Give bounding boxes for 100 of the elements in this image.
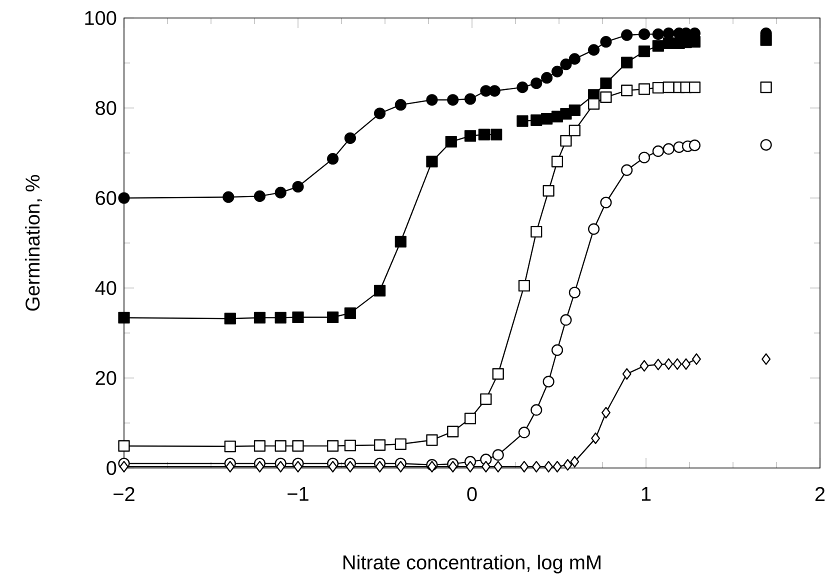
point: [541, 72, 553, 84]
point: [652, 82, 664, 94]
point: [563, 459, 572, 471]
point: [327, 440, 339, 452]
point: [292, 440, 304, 452]
point: [276, 460, 286, 472]
point: [760, 81, 772, 94]
x-tick-label: 0: [467, 487, 477, 502]
point: [600, 91, 612, 103]
point: [464, 93, 476, 105]
y-tick-label: 20: [96, 370, 116, 386]
point: [688, 140, 701, 152]
point: [530, 114, 542, 126]
point: [568, 104, 580, 116]
point: [640, 360, 649, 372]
point: [638, 28, 650, 40]
point: [481, 460, 490, 472]
point: [374, 439, 386, 451]
point: [621, 164, 633, 176]
point: [374, 108, 386, 120]
point: [588, 44, 600, 56]
point: [255, 460, 264, 472]
point: [118, 192, 130, 204]
point: [654, 358, 663, 370]
point: [552, 460, 562, 472]
point: [464, 412, 476, 424]
point: [588, 98, 600, 110]
point: [346, 460, 355, 472]
y-tick-label: 100: [85, 10, 116, 26]
point: [542, 184, 554, 197]
point: [344, 132, 356, 144]
point: [328, 460, 338, 472]
point: [254, 312, 266, 324]
point: [541, 112, 553, 125]
point: [494, 460, 503, 472]
point: [568, 124, 580, 136]
point: [682, 358, 691, 370]
x-tick-label: 1: [642, 487, 651, 501]
point: [591, 432, 600, 444]
point: [542, 376, 554, 388]
point: [760, 34, 772, 46]
point: [652, 40, 664, 52]
point: [294, 460, 302, 472]
point: [652, 145, 664, 157]
point: [652, 28, 664, 40]
point: [551, 156, 564, 168]
point: [274, 186, 286, 198]
point: [490, 128, 502, 140]
y-tick-label: 0: [106, 460, 116, 476]
point: [274, 312, 286, 324]
point: [375, 460, 384, 472]
point: [480, 393, 492, 405]
y-tick-label: 40: [95, 280, 116, 296]
y-tick-label: 80: [96, 100, 116, 116]
point: [374, 284, 386, 296]
point: [224, 312, 236, 324]
point: [447, 426, 459, 438]
point: [120, 460, 128, 472]
point: [426, 434, 438, 446]
point: [664, 358, 674, 370]
point: [568, 286, 580, 298]
point: [394, 438, 406, 450]
point: [621, 29, 633, 41]
point: [530, 77, 542, 90]
point: [588, 223, 600, 235]
point: [327, 311, 339, 324]
point: [464, 130, 476, 142]
point: [466, 460, 475, 472]
point: [118, 312, 130, 324]
point: [530, 226, 542, 238]
point: [560, 314, 572, 326]
point: [672, 358, 682, 370]
point: [516, 81, 528, 94]
point: [254, 440, 266, 452]
point: [394, 236, 406, 248]
point: [226, 460, 235, 472]
point: [394, 99, 406, 111]
point: [447, 94, 459, 106]
point: [688, 81, 701, 94]
point: [224, 440, 236, 452]
x-tick-label: −1: [288, 487, 308, 501]
point: [551, 344, 564, 356]
point: [551, 66, 564, 78]
point: [396, 460, 406, 472]
point: [638, 45, 650, 58]
y-tick-label: 60: [96, 190, 116, 206]
point: [600, 196, 612, 208]
point: [662, 143, 674, 155]
point: [344, 440, 356, 452]
point: [478, 128, 490, 140]
point: [662, 81, 674, 94]
point: [222, 191, 234, 203]
point: [492, 449, 504, 461]
point: [118, 440, 130, 452]
point: [532, 460, 541, 472]
point: [621, 84, 633, 96]
point: [344, 307, 356, 319]
point: [516, 115, 528, 127]
point: [638, 152, 650, 164]
point: [762, 353, 771, 365]
